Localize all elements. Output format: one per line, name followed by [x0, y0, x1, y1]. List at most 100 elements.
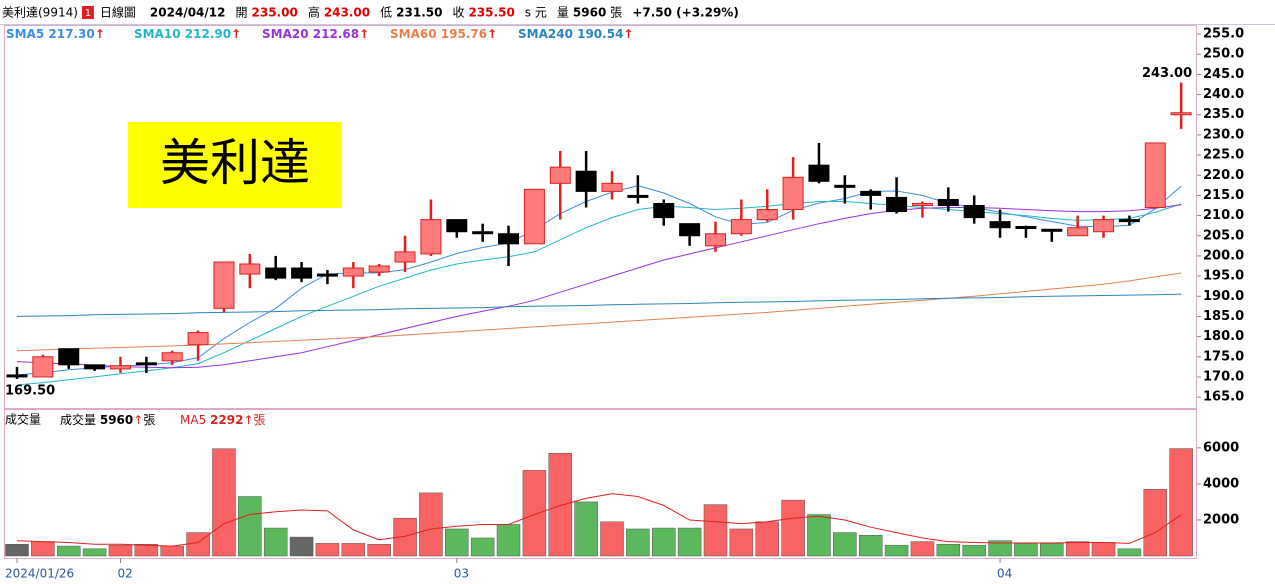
volume-bar: [160, 545, 184, 557]
candle-body: [342, 267, 364, 277]
volume-bar: [1169, 448, 1193, 557]
legend-trend: ↑: [623, 27, 633, 41]
y-tick-label: 210.0: [1203, 208, 1244, 223]
badge-box: [81, 6, 94, 19]
candle-body: [368, 265, 390, 273]
candle-body: [963, 205, 985, 219]
volume-title: 成交量: [5, 412, 41, 427]
y-tick-label: 4000: [1203, 476, 1239, 491]
volume-bar: [833, 532, 857, 557]
volume-legend: MA5 2292↑張: [180, 413, 266, 427]
symbol: 美利達(9914): [2, 6, 78, 20]
field-label: 低: [380, 6, 392, 20]
candle-body: [472, 231, 494, 235]
y-tick-label: 215.0: [1203, 188, 1244, 203]
candle-body: [1067, 227, 1089, 237]
candle-body: [653, 202, 675, 219]
candle-body: [679, 223, 701, 237]
x-tick-label: 02: [117, 567, 132, 581]
legend-trend: ↑: [359, 27, 369, 41]
candle-body: [808, 164, 830, 182]
y-tick-label: 255.0: [1203, 27, 1244, 42]
legend-entry: SMA5 217.30↑: [6, 27, 105, 41]
candle-body: [213, 261, 235, 309]
date: 2024/04/12: [150, 6, 226, 20]
y-tick-label: 165.0: [1203, 390, 1244, 405]
legend-value: 195.76: [441, 27, 487, 41]
field-label: 收: [452, 6, 464, 20]
y-tick-label: 195.0: [1203, 269, 1244, 284]
volume-bar: [781, 499, 805, 557]
x-tick-label: 2024/01/26: [5, 567, 74, 581]
y-tick-label: 200.0: [1203, 248, 1244, 263]
volume-bar: [652, 527, 676, 557]
volume-bar: [496, 524, 521, 557]
candle-body: [911, 202, 933, 207]
view: 日線圖: [100, 5, 136, 20]
candle-body: [704, 233, 726, 247]
y-tick-label: 2000: [1203, 512, 1239, 527]
candle-body: [265, 267, 287, 279]
y-tick-label: 185.0: [1203, 309, 1244, 324]
ma-line: [16, 201, 1182, 386]
volume-bar: [1091, 542, 1116, 557]
legend-name: SMA10: [134, 27, 181, 41]
field-value: 235.00: [252, 6, 298, 20]
candle-body: [1015, 225, 1037, 229]
field-value: 235.50: [468, 6, 514, 20]
ma-line: [16, 185, 1182, 376]
volume-bar: [755, 521, 779, 557]
candle-body: [627, 194, 649, 198]
candle-body: [601, 182, 623, 192]
volume-bar: [858, 535, 883, 557]
volume-bar: [31, 541, 55, 557]
change: +7.50 (+3.29%): [632, 6, 739, 20]
badge: 1: [85, 8, 91, 19]
field-value: 231.50: [396, 6, 442, 20]
candle-body: [394, 251, 416, 263]
volume-bar: [367, 544, 391, 557]
candle-body: [187, 332, 209, 346]
candle-body: [860, 190, 882, 196]
volume-bar: [1117, 548, 1142, 557]
candle-body: [109, 365, 131, 370]
volume-bar: [419, 492, 443, 557]
y-tick-label: 180.0: [1203, 329, 1244, 344]
volume-bar: [677, 527, 702, 557]
field-value: 243.00: [324, 6, 370, 20]
ma-line: [16, 272, 1182, 352]
volume-bar: [238, 496, 262, 557]
y-tick-label: 230.0: [1203, 127, 1244, 142]
volume-bar: [315, 543, 340, 557]
ma-line: [16, 293, 1182, 317]
volume-bar: [5, 544, 29, 557]
legend-entry: SMA20 212.68↑: [262, 27, 369, 41]
candle-body: [886, 196, 908, 213]
legend-trend: ↑: [487, 27, 497, 41]
volume-bar: [936, 544, 961, 557]
candle-body: [498, 233, 520, 245]
volume-bar: [134, 544, 159, 557]
legend-value: 212.90: [185, 27, 231, 41]
unit: s 元: [525, 6, 547, 20]
y-tick-label: 170.0: [1203, 369, 1244, 384]
volume-bar: [56, 545, 81, 557]
legend-name: MA5: [180, 413, 206, 427]
candle-body: [291, 267, 313, 279]
volume-bar: [82, 548, 107, 557]
high-label: 243.00: [1142, 66, 1192, 81]
candle-body: [1093, 219, 1115, 233]
volume-bar: [445, 528, 469, 557]
candle-body: [1144, 142, 1166, 209]
legend-name: SMA240: [518, 27, 573, 41]
legend-value: 212.68: [313, 27, 359, 41]
candle-body: [989, 221, 1011, 229]
legend-value: 190.54: [577, 27, 623, 41]
stamp-box: [128, 122, 342, 208]
volume-bar: [729, 528, 754, 557]
legend-unit: 張: [143, 413, 155, 427]
candle-body: [135, 362, 157, 366]
y-tick-label: 240.0: [1203, 87, 1244, 102]
